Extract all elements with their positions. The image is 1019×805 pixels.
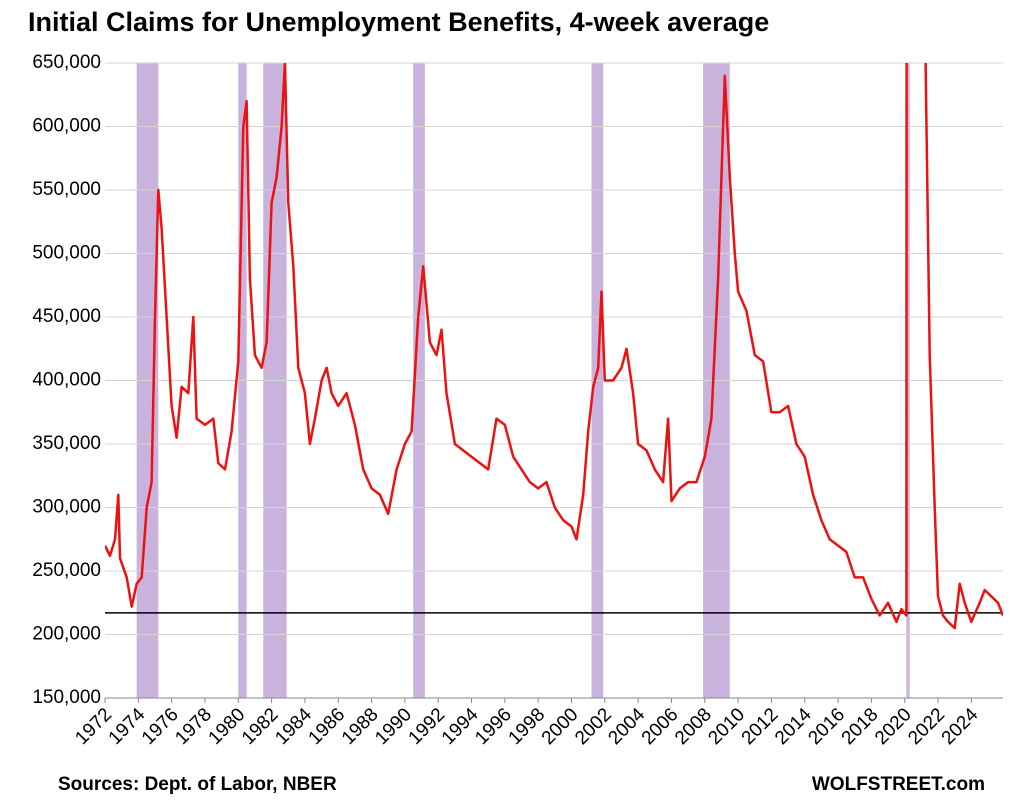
x-tick-label: 1986 (305, 704, 350, 749)
x-tick-label: 2000 (538, 704, 583, 749)
x-tick-label: 2024 (938, 704, 983, 749)
x-tick-label: 1994 (438, 704, 483, 749)
y-tick-label: 650,000 (32, 52, 101, 73)
y-tick-label: 200,000 (32, 624, 101, 645)
y-tick-label: 400,000 (32, 370, 101, 391)
x-tick-label: 2016 (804, 704, 849, 749)
x-tick-label: 2008 (671, 704, 716, 749)
x-tick-label: 2004 (604, 704, 649, 749)
x-tick-label: 1988 (338, 704, 383, 749)
x-tick-label: 1978 (171, 704, 216, 749)
x-tick-label: 2002 (571, 704, 616, 749)
x-tick-label: 1998 (505, 704, 550, 749)
y-tick-label: 600,000 (32, 116, 101, 137)
x-tick-label: 1974 (105, 704, 150, 749)
x-tick-label: 2006 (638, 704, 683, 749)
x-tick-label: 2020 (871, 704, 916, 749)
x-tick-label: 1990 (371, 704, 416, 749)
y-tick-label: 500,000 (32, 243, 101, 264)
x-tick-label: 2018 (838, 704, 883, 749)
x-tick-label: 1976 (138, 704, 183, 749)
y-tick-label: 450,000 (32, 306, 101, 327)
x-tick-label: 1982 (238, 704, 283, 749)
x-tick-label: 1996 (471, 704, 516, 749)
x-tick-label: 1980 (205, 704, 250, 749)
plot-area (105, 63, 1003, 630)
y-tick-label: 150,000 (32, 687, 101, 708)
x-tick-label: 1992 (405, 704, 450, 749)
y-tick-label: 300,000 (32, 497, 101, 518)
x-tick-label: 2010 (704, 704, 749, 749)
y-tick-label: 550,000 (32, 179, 101, 200)
credit: WOLFSTREET.com (812, 774, 985, 795)
y-tick-label: 250,000 (32, 560, 101, 581)
x-tick-label: 1984 (271, 704, 316, 749)
x-tick-label: 2012 (738, 704, 783, 749)
x-tick-label: 2014 (771, 704, 816, 749)
chart-title: Initial Claims for Unemployment Benefits… (28, 7, 769, 37)
x-tick-label: 2022 (904, 704, 949, 749)
line-series (105, 63, 1003, 630)
y-tick-label: 350,000 (32, 433, 101, 454)
x-tick-label: 1972 (71, 704, 116, 749)
source: Sources: Dept. of Labor, NBER (58, 774, 337, 795)
